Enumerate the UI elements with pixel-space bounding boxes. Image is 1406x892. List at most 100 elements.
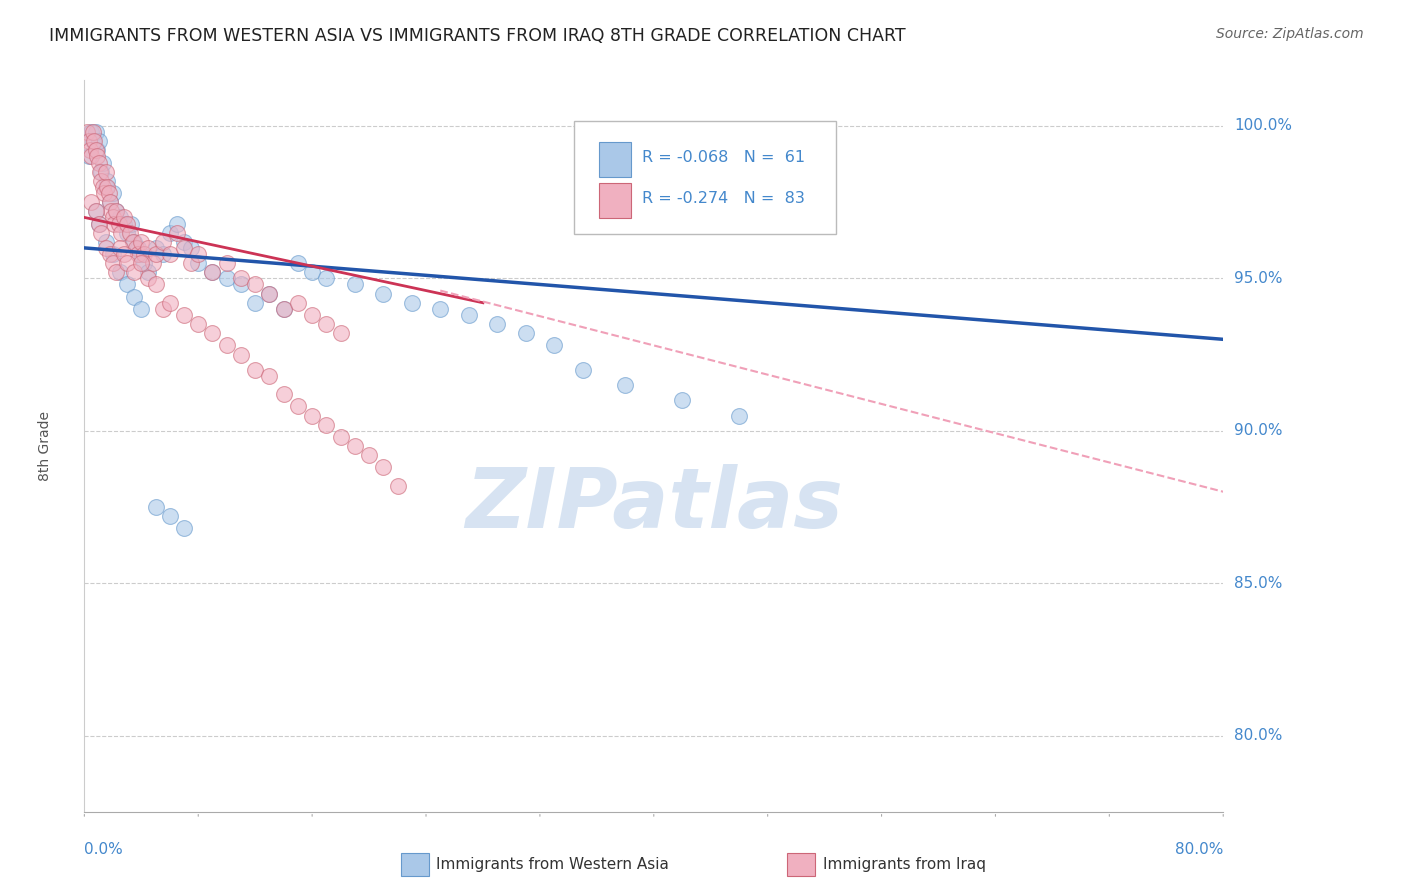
Point <box>229 347 252 361</box>
Point <box>98 247 121 261</box>
Point <box>245 363 267 377</box>
Text: IMMIGRANTS FROM WESTERN ASIA VS IMMIGRANTS FROM IRAQ 8TH GRADE CORRELATION CHART: IMMIGRANTS FROM WESTERN ASIA VS IMMIGRAN… <box>49 27 905 45</box>
Point <box>94 180 117 194</box>
Point <box>138 265 160 279</box>
Point <box>112 247 135 261</box>
Point <box>93 186 115 200</box>
Point <box>457 308 479 322</box>
Point <box>115 226 138 240</box>
Point <box>159 295 181 310</box>
FancyBboxPatch shape <box>574 120 837 234</box>
Point <box>101 256 124 270</box>
Point <box>79 144 101 158</box>
Point <box>373 460 395 475</box>
Point <box>122 265 145 279</box>
Point <box>201 265 224 279</box>
Text: 90.0%: 90.0% <box>1234 424 1282 438</box>
FancyBboxPatch shape <box>599 142 631 177</box>
Point <box>215 271 238 285</box>
Point <box>301 308 323 322</box>
Point <box>122 235 145 249</box>
Point <box>343 277 366 292</box>
Point <box>127 241 149 255</box>
Point <box>112 211 135 225</box>
Point <box>86 144 108 158</box>
Point <box>138 241 160 255</box>
Text: 95.0%: 95.0% <box>1234 271 1282 285</box>
Point <box>127 247 149 261</box>
Point <box>301 409 323 423</box>
Point <box>429 301 451 316</box>
Point <box>91 180 114 194</box>
Point <box>187 256 209 270</box>
Point <box>166 217 188 231</box>
Point <box>94 241 117 255</box>
Point <box>112 217 135 231</box>
Point <box>329 430 352 444</box>
Point <box>273 301 295 316</box>
Point <box>90 164 112 178</box>
Point <box>108 265 131 279</box>
Point <box>104 204 127 219</box>
Point <box>80 195 103 210</box>
Point <box>287 400 309 414</box>
Point <box>543 338 565 352</box>
Text: 80.0%: 80.0% <box>1175 842 1223 857</box>
Point <box>80 125 103 139</box>
Point <box>152 247 174 261</box>
Point <box>387 478 409 492</box>
Point <box>124 241 146 255</box>
Point <box>77 134 100 148</box>
Point <box>145 247 167 261</box>
Point <box>187 247 209 261</box>
Point <box>159 247 181 261</box>
Point <box>515 326 537 341</box>
Point <box>80 149 103 163</box>
Point <box>108 241 131 255</box>
Point <box>101 247 124 261</box>
Point <box>373 286 395 301</box>
Point <box>120 217 142 231</box>
Point <box>101 211 124 225</box>
Point <box>315 317 337 331</box>
Point <box>287 256 309 270</box>
Point <box>159 509 181 524</box>
Point <box>104 265 127 279</box>
Point <box>229 277 252 292</box>
Point <box>134 247 156 261</box>
Point <box>152 235 174 249</box>
Point <box>84 144 107 158</box>
Point <box>97 186 120 200</box>
Point <box>273 301 295 316</box>
Text: Source: ZipAtlas.com: Source: ZipAtlas.com <box>1216 27 1364 41</box>
Point <box>131 235 153 249</box>
Point <box>671 393 693 408</box>
Point <box>142 256 165 270</box>
Text: Immigrants from Western Asia: Immigrants from Western Asia <box>436 857 669 871</box>
Text: R = -0.068   N =  61: R = -0.068 N = 61 <box>643 150 806 165</box>
Point <box>229 271 252 285</box>
Point <box>115 217 138 231</box>
Point <box>131 256 153 270</box>
Point <box>87 217 110 231</box>
Point <box>84 204 107 219</box>
Point <box>187 317 209 331</box>
Text: 80.0%: 80.0% <box>1234 728 1282 743</box>
Point <box>180 241 202 255</box>
Point <box>180 256 202 270</box>
Point <box>173 241 195 255</box>
Point <box>166 226 188 240</box>
Point <box>287 295 309 310</box>
Point <box>98 195 121 210</box>
Point <box>87 134 110 148</box>
Point <box>728 409 751 423</box>
Point <box>329 326 352 341</box>
Point <box>91 155 114 169</box>
Point <box>118 226 141 240</box>
Point <box>259 286 281 301</box>
Point <box>115 256 138 270</box>
Text: R = -0.274   N =  83: R = -0.274 N = 83 <box>643 191 806 206</box>
Point <box>215 256 238 270</box>
Point <box>245 277 267 292</box>
Point <box>145 500 167 514</box>
